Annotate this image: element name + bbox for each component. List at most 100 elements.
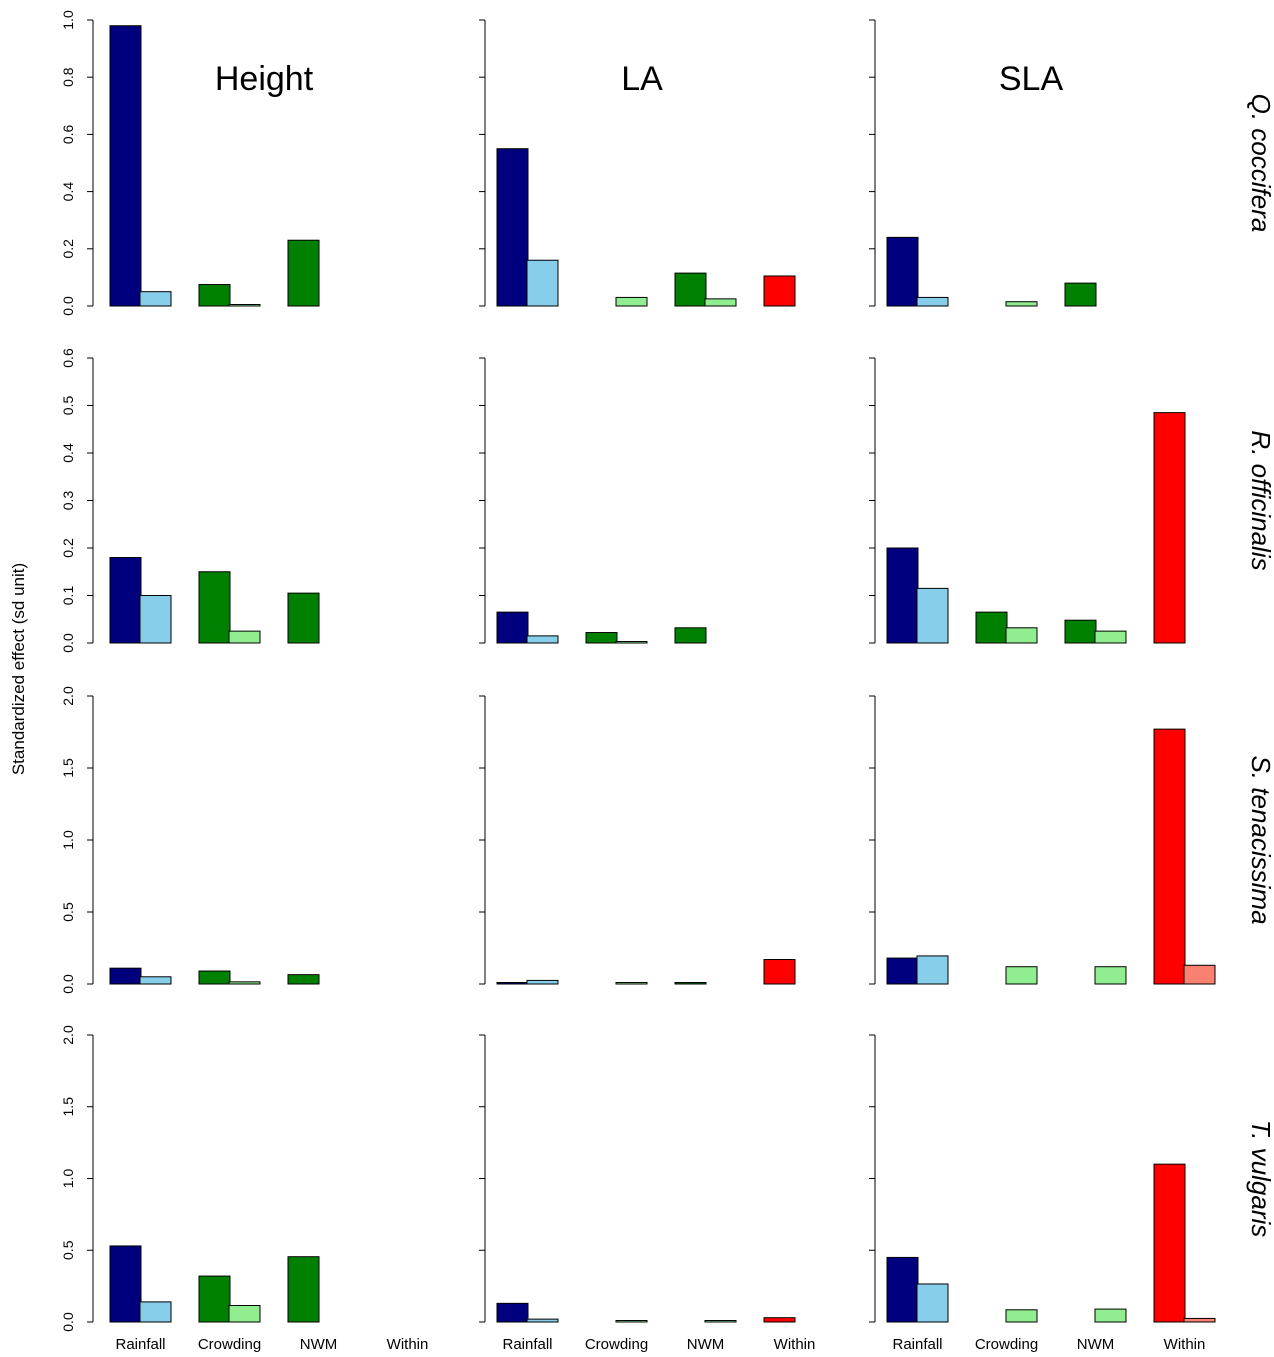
bar-la-crowding-secondary <box>615 982 648 985</box>
bar-sla-rainfall-main <box>886 1256 919 1323</box>
y-tick-label: 1.5 <box>60 758 76 778</box>
y-tick-label: 0.5 <box>60 1240 76 1260</box>
bar-sla-nwm-main <box>1064 619 1097 644</box>
panel-q-coccifera-la <box>479 19 796 307</box>
panel-s-tenacissima-sla <box>869 695 1216 985</box>
species-label-s-tenacissima: S. tenacissima <box>1246 755 1274 924</box>
row-s-tenacissima: S. tenacissima 0.0 0.5 1.0 1.5 2.0 <box>60 686 1274 994</box>
bar-la-nwm-secondary <box>704 1320 737 1323</box>
bar-la-rainfall-secondary <box>526 1318 559 1323</box>
bar-sla-crowding-secondary <box>1005 301 1038 307</box>
panel-q-coccifera-sla <box>869 19 1097 307</box>
bar-sla-rainfall-secondary <box>916 296 949 307</box>
bar-la-within-main <box>763 275 796 307</box>
category-label-nwm: NWM <box>687 1336 725 1353</box>
bar-la-rainfall-main <box>496 148 529 307</box>
bar-sla-rainfall-secondary <box>916 587 949 644</box>
bar-la-within-main <box>763 959 796 985</box>
bar-height-rainfall-secondary <box>139 976 172 985</box>
bar-la-rainfall-main <box>496 611 529 644</box>
y-tick-label: 1.0 <box>60 1169 76 1189</box>
bar-la-within-main <box>763 1317 796 1323</box>
category-label-rainfall: Rainfall <box>892 1336 942 1353</box>
trait-title-sla: SLA <box>999 60 1064 98</box>
bar-sla-rainfall-main <box>886 957 919 985</box>
panel-r-officinalis-la <box>479 357 707 644</box>
bar-height-rainfall-main <box>109 967 142 985</box>
bar-sla-within-main <box>1153 1163 1186 1323</box>
trait-title-la: LA <box>621 60 663 98</box>
bar-sla-within-main <box>1153 412 1186 644</box>
bar-height-crowding-main <box>198 284 231 307</box>
bar-la-nwm-main <box>674 627 707 644</box>
bar-height-crowding-main <box>198 970 231 985</box>
bar-height-rainfall-main <box>109 557 142 644</box>
bar-sla-crowding-secondary <box>1005 1309 1038 1323</box>
bar-sla-nwm-secondary <box>1094 966 1127 985</box>
category-label-crowding: Crowding <box>585 1336 648 1353</box>
bar-la-rainfall-secondary <box>526 635 559 644</box>
y-tick-label: 0.1 <box>60 586 76 606</box>
y-tick-label: 0.0 <box>60 1312 76 1332</box>
panel-r-officinalis-height: 0.0 0.1 0.2 0.3 0.4 0.5 0.6 <box>60 348 320 653</box>
bar-la-rainfall-main <box>496 982 529 985</box>
y-tick-label: 1.5 <box>60 1097 76 1117</box>
panel-s-tenacissima-la <box>479 695 796 985</box>
bar-height-nwm-main <box>287 1256 320 1323</box>
bar-sla-nwm-secondary <box>1094 1308 1127 1323</box>
bar-la-crowding-secondary <box>615 641 648 644</box>
y-tick-label: 0.5 <box>60 902 76 922</box>
category-label-within: Within <box>774 1336 816 1353</box>
bar-la-nwm-main <box>674 982 707 985</box>
y-tick-label: 0.6 <box>60 124 76 144</box>
y-tick-label: 0.4 <box>60 443 76 463</box>
panel-r-officinalis-sla <box>869 357 1186 644</box>
category-label-within: Within <box>387 1336 429 1353</box>
bar-sla-nwm-secondary <box>1094 630 1127 644</box>
bar-sla-rainfall-main <box>886 236 919 307</box>
y-tick-label: 0.0 <box>60 296 76 316</box>
bar-sla-within-main <box>1153 728 1186 985</box>
y-tick-label: 0.8 <box>60 67 76 87</box>
panel-s-tenacissima-height: 0.0 0.5 1.0 1.5 2.0 <box>60 686 320 994</box>
y-tick-label: 0.0 <box>60 633 76 653</box>
category-label-nwm: NWM <box>1077 1336 1115 1353</box>
category-label-crowding: Crowding <box>975 1336 1038 1353</box>
category-label-nwm: NWM <box>300 1336 338 1353</box>
panel-t-vulgaris-height: 0.0 0.5 1.0 1.5 2.0 Rainfall Crowding NWM Within <box>60 1025 428 1353</box>
trait-title-height: Height <box>215 60 314 98</box>
category-label-rainfall: Rainfall <box>502 1336 552 1353</box>
bar-height-rainfall-main <box>109 1245 142 1323</box>
y-tick-label: 0.4 <box>60 182 76 202</box>
bar-height-rainfall-main <box>109 25 142 307</box>
species-label-r-officinalis: R. officinalis <box>1246 430 1274 570</box>
bar-sla-rainfall-secondary <box>916 1283 949 1323</box>
bar-height-crowding-secondary <box>228 630 261 644</box>
bar-sla-rainfall-secondary <box>916 955 949 985</box>
bar-sla-crowding-secondary <box>1005 627 1038 644</box>
bar-height-rainfall-secondary <box>139 595 172 644</box>
y-axis-label: Standardized effect (sd unit) <box>9 563 28 775</box>
bar-height-crowding-secondary <box>228 1304 261 1323</box>
panel-t-vulgaris-la: Rainfall Crowding NWM Within <box>479 1034 816 1353</box>
bar-sla-within-secondary <box>1183 964 1216 985</box>
bar-sla-nwm-main <box>1064 282 1097 307</box>
bar-la-nwm-secondary <box>704 298 737 307</box>
y-tick-label: 2.0 <box>60 1025 76 1045</box>
y-tick-label: 0.6 <box>60 348 76 368</box>
bar-height-rainfall-secondary <box>139 1301 172 1323</box>
y-tick-label: 0.3 <box>60 491 76 511</box>
y-tick-label: 0.2 <box>60 538 76 558</box>
row-q-coccifera: Q. coccifera 0.0 0.2 0.4 0.6 0.8 1.0 <box>60 10 1274 316</box>
y-tick-label: 1.0 <box>60 830 76 850</box>
species-label-q-coccifera: Q. coccifera <box>1246 94 1274 233</box>
y-tick-label: 0.2 <box>60 239 76 259</box>
bar-height-crowding-main <box>198 1275 231 1323</box>
bar-la-rainfall-secondary <box>526 259 559 307</box>
category-label-within: Within <box>1164 1336 1206 1353</box>
plot-area: Height LA SLA Q. coccifera 0.0 0.2 0.4 0.6 0.8 1.… <box>60 10 1274 1353</box>
category-label-rainfall: Rainfall <box>115 1336 165 1353</box>
row-r-officinalis: R. officinalis 0.0 0.1 0.2 0.3 0.4 0.5 0.6 <box>60 348 1274 653</box>
bar-height-crowding-secondary <box>228 981 261 985</box>
